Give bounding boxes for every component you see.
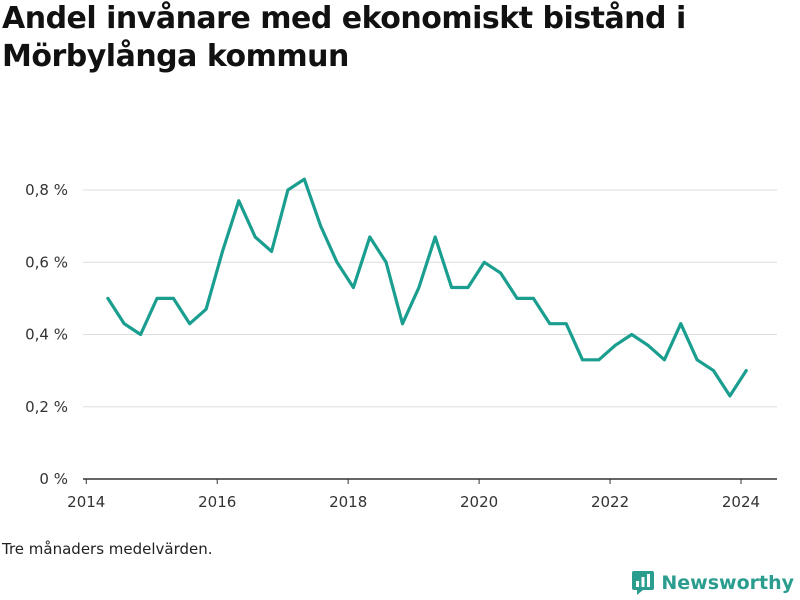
- y-tick-label: 0,2 %: [25, 398, 68, 416]
- data-point: [188, 322, 192, 326]
- data-point: [499, 271, 503, 275]
- data-point: [581, 358, 584, 362]
- data-point: [548, 322, 552, 326]
- y-tick-label: 0,4 %: [25, 326, 68, 344]
- x-tick-label: 2014: [67, 493, 105, 511]
- data-point: [122, 322, 126, 326]
- data-point: [335, 260, 339, 264]
- data-point: [515, 296, 519, 300]
- data-point: [433, 235, 437, 239]
- data-point: [237, 199, 241, 203]
- y-axis-ticks: 0 % 0,2 % 0,4 % 0,6 % 0,8 %: [25, 181, 68, 488]
- data-point: [286, 188, 290, 192]
- data-point: [728, 394, 732, 398]
- data-point: [679, 322, 683, 326]
- data-point: [450, 286, 454, 289]
- x-tick-label: 2022: [591, 493, 629, 511]
- y-tick-label: 0,6 %: [25, 253, 68, 271]
- data-point: [139, 333, 143, 336]
- data-point: [155, 296, 159, 300]
- data-point: [221, 250, 224, 253]
- brand-logo[interactable]: Newsworthy: [631, 570, 794, 596]
- data-point: [482, 260, 486, 264]
- y-tick-label: 0,8 %: [25, 181, 68, 199]
- data-point: [597, 358, 601, 362]
- x-tick-label: 2018: [329, 493, 367, 511]
- x-tick-label: 2016: [198, 493, 236, 511]
- series-line: [106, 177, 748, 398]
- data-point: [613, 343, 617, 347]
- data-point: [532, 296, 535, 300]
- data-point: [351, 286, 355, 289]
- data-point: [662, 358, 666, 362]
- data-point: [302, 177, 306, 181]
- series-group: [106, 177, 748, 398]
- data-point: [319, 224, 323, 228]
- data-point: [417, 286, 421, 289]
- data-point: [384, 260, 388, 264]
- data-point: [646, 343, 650, 347]
- footnote: Tre månaders medelvärden.: [2, 540, 213, 558]
- data-point: [368, 235, 372, 239]
- x-tick-label: 2020: [460, 493, 498, 511]
- newsworthy-logo-icon: [632, 571, 655, 595]
- data-point: [564, 322, 568, 326]
- data-point: [695, 358, 699, 362]
- gridlines: [83, 189, 777, 408]
- data-point: [171, 296, 175, 300]
- x-axis: 2014 2016 2018 2020 2022 2024: [67, 478, 777, 511]
- y-tick-label: 0 %: [39, 470, 68, 488]
- data-point: [401, 322, 404, 326]
- data-point: [712, 369, 715, 373]
- data-point: [253, 235, 257, 239]
- data-point: [106, 296, 110, 300]
- chart-title: Andel invånare med ekonomiskt bistånd i …: [2, 1, 686, 74]
- data-point: [630, 333, 634, 336]
- x-tick-label: 2024: [722, 493, 760, 511]
- data-point: [270, 250, 273, 253]
- data-point: [204, 307, 208, 311]
- data-point: [466, 286, 470, 289]
- data-point: [744, 369, 748, 373]
- brand-name: Newsworthy: [661, 572, 794, 594]
